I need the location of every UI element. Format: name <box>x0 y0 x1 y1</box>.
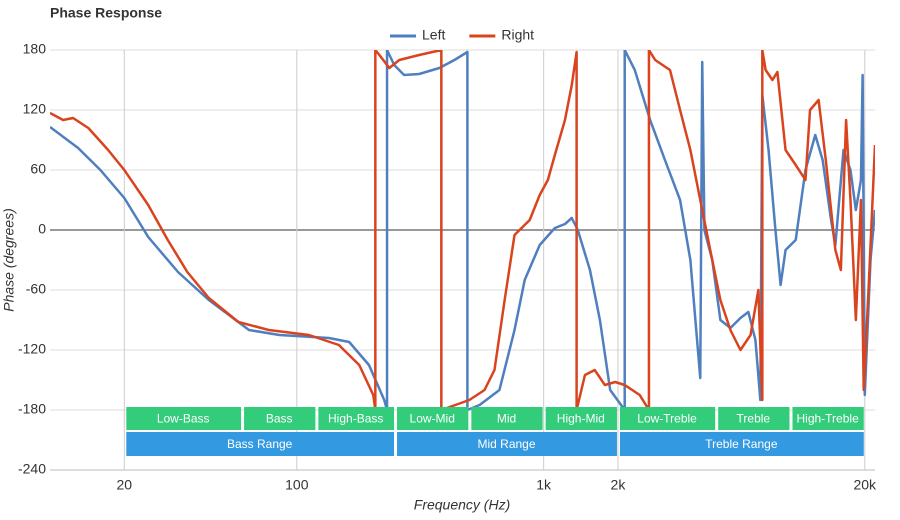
y-axis-label: Phase (degrees) <box>1 208 17 312</box>
band-label: Treble Range <box>705 437 778 451</box>
band-label: Mid <box>497 412 516 426</box>
legend-label: Left <box>422 27 445 43</box>
x-axis-label: Frequency (Hz) <box>414 497 510 513</box>
band-label: High-Mid <box>557 412 605 426</box>
x-tick-label: 20 <box>117 477 133 493</box>
x-tick-label: 1k <box>536 477 552 493</box>
y-tick-label: 0 <box>38 221 46 237</box>
band <box>397 432 617 456</box>
series-line <box>50 50 875 412</box>
band <box>718 407 790 430</box>
band-label: Low-Mid <box>410 412 455 426</box>
band <box>619 407 716 430</box>
band <box>397 407 469 430</box>
band-label: Bass Range <box>227 437 293 451</box>
band <box>792 407 864 430</box>
y-tick-label: -240 <box>18 461 46 477</box>
series-line <box>50 50 875 412</box>
band-label: Treble <box>737 412 771 426</box>
y-tick-label: -120 <box>18 341 46 357</box>
y-tick-label: 180 <box>23 41 47 57</box>
legend-label: Right <box>501 27 534 43</box>
legend: Left Right <box>390 27 534 43</box>
band <box>318 407 395 430</box>
band <box>619 432 864 456</box>
band-label: Bass <box>266 412 293 426</box>
y-tick-label: 120 <box>23 101 47 117</box>
band-label: Low-Bass <box>157 412 210 426</box>
y-tick-label: -180 <box>18 401 46 417</box>
x-tick-label: 2k <box>611 477 627 493</box>
chart-title: Phase Response <box>50 5 162 21</box>
y-tick-label: 60 <box>30 161 46 177</box>
band-label: High-Treble <box>797 412 860 426</box>
band <box>126 407 242 430</box>
band <box>545 407 617 430</box>
band-label: High-Bass <box>328 412 383 426</box>
y-tick-label: -60 <box>26 281 46 297</box>
plot-lines <box>50 50 875 412</box>
band <box>244 407 316 430</box>
x-tick-label: 20k <box>853 477 877 493</box>
band-label: Low-Treble <box>637 412 697 426</box>
x-tick-label: 100 <box>285 477 309 493</box>
band <box>126 432 395 456</box>
band-label: Mid Range <box>477 437 535 451</box>
frequency-bands: Low-Bass Bass High-Bass Low-Mid Mid High-Mid L… <box>126 407 864 456</box>
band <box>471 407 543 430</box>
